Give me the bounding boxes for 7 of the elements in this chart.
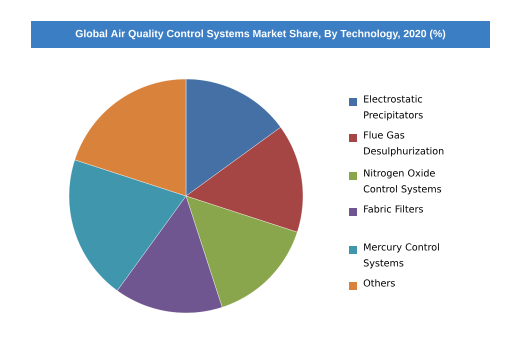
chart-title: Global Air Quality Control Systems Market Share, By Technology, 2020 (%) <box>76 30 446 40</box>
legend-label: Electrostatic Precipitators <box>364 95 423 120</box>
legend-label: Others <box>364 279 395 287</box>
legend-label: Fabric Filters <box>364 205 423 213</box>
legend-label: Flue Gas Desulphurization <box>364 131 444 156</box>
legend-label: Nitrogen Oxide Control Systems <box>364 169 442 194</box>
legend-label: Mercury Control Systems <box>364 243 439 268</box>
